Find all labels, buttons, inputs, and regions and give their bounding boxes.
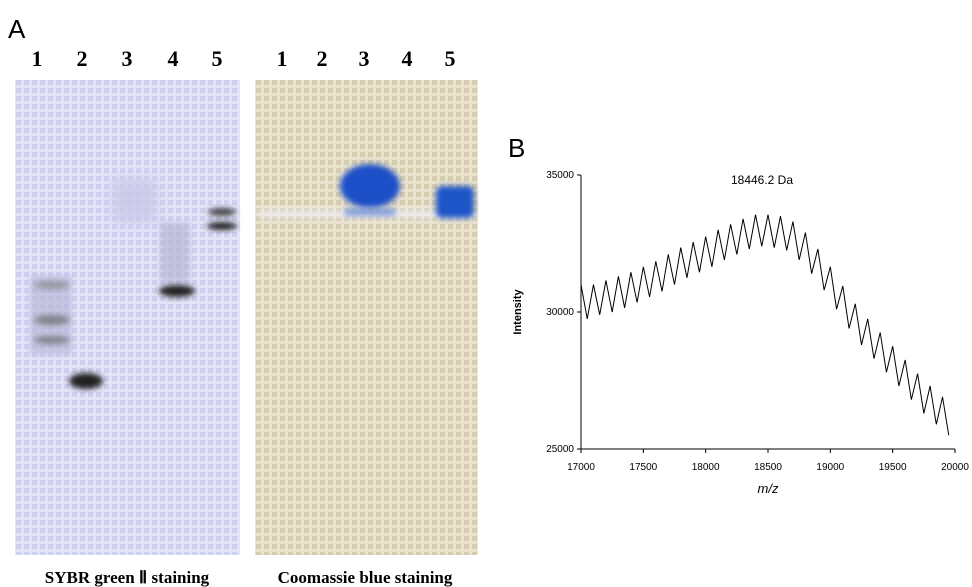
x-tick-label: 17000 — [567, 462, 595, 473]
x-tick-label: 18500 — [754, 462, 782, 473]
y-axis-label: Intensity — [512, 289, 524, 335]
x-tick-label: 17500 — [629, 462, 657, 473]
lane-label: 3 — [359, 46, 370, 71]
gel-coomassie — [255, 80, 478, 555]
lane-label: 5 — [212, 46, 223, 71]
lane-label: 2 — [317, 46, 328, 71]
lane-label: 3 — [122, 46, 133, 71]
panel-label: B — [508, 133, 525, 163]
x-tick-label: 18000 — [692, 462, 720, 473]
gel-bands — [258, 164, 476, 218]
plot: 17000 17500 18000 18500 19000 19500 20000 25000… — [546, 170, 969, 473]
lane-label: 4 — [402, 46, 413, 71]
y-tick-label: 30000 — [546, 307, 574, 318]
lane-label: 1 — [277, 46, 288, 71]
gel-caption: Coomassie blue staining — [278, 568, 453, 587]
lane-label: 2 — [77, 46, 88, 71]
spectrum-line — [580, 214, 950, 436]
x-tick-label: 20000 — [941, 462, 969, 473]
annotation: 18446.2 Da — [731, 173, 793, 187]
x-axis-label: m/z — [758, 481, 779, 496]
lane-label: 5 — [445, 46, 456, 71]
y-tick-label: 25000 — [546, 444, 574, 455]
gel-bands — [30, 178, 237, 389]
x-tick-label: 19500 — [879, 462, 907, 473]
lane-label: 4 — [168, 46, 179, 71]
y-tick-label: 35000 — [546, 170, 574, 181]
lane-label: 1 — [32, 46, 43, 71]
lane-labels: 1 2 3 4 5 1 2 3 4 5 — [32, 46, 456, 71]
gel-caption: SYBR green Ⅱ staining — [45, 568, 210, 587]
x-tick-label: 19000 — [816, 462, 844, 473]
panel-label: A — [8, 14, 26, 44]
